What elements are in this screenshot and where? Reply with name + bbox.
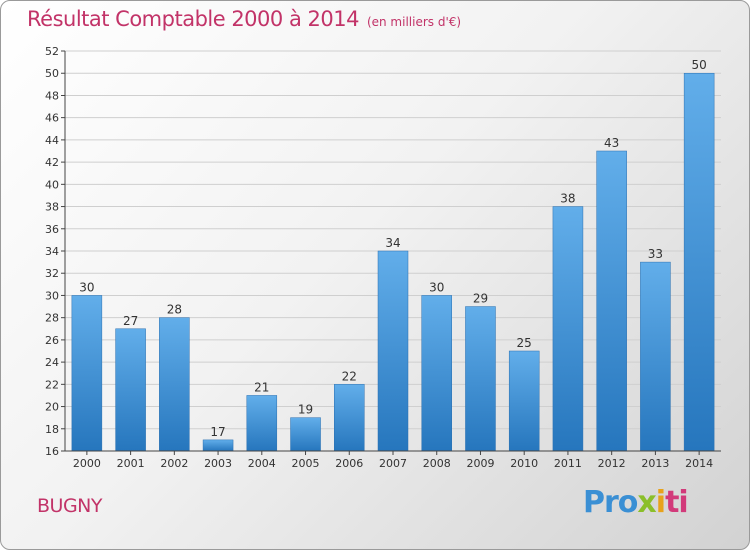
x-tick-label-2010: 2010 <box>510 457 538 470</box>
x-tick-label-2000: 2000 <box>73 457 101 470</box>
x-tick-label-2011: 2011 <box>554 457 582 470</box>
value-label-2012: 43 <box>604 136 619 150</box>
x-tick-label-2006: 2006 <box>335 457 363 470</box>
bar-2001 <box>115 328 146 452</box>
value-label-2001: 27 <box>123 314 138 328</box>
x-tick-label-2014: 2014 <box>685 457 713 470</box>
bar-2008 <box>421 295 452 452</box>
y-tick-label: 38 <box>45 201 59 214</box>
y-tick-label: 22 <box>45 378 59 391</box>
x-tick-label-2004: 2004 <box>248 457 276 470</box>
y-tick-label: 30 <box>45 289 59 302</box>
y-tick-label: 44 <box>45 134 59 147</box>
y-tick-label: 42 <box>45 156 59 169</box>
y-tick-label: 36 <box>45 223 59 236</box>
bar-2000 <box>71 295 103 452</box>
value-label-2013: 33 <box>648 247 663 261</box>
bar-2013 <box>640 261 671 452</box>
logo-part-3: i <box>655 485 666 520</box>
value-label-2008: 30 <box>429 280 444 294</box>
y-tick-label: 16 <box>45 445 59 458</box>
value-label-2011: 38 <box>560 192 575 206</box>
y-tick-label: 20 <box>45 401 59 414</box>
bar-2007 <box>377 250 409 452</box>
logo-part-4: ti <box>665 485 689 520</box>
x-tick-label-2007: 2007 <box>379 457 407 470</box>
value-label-2010: 25 <box>517 336 532 350</box>
logo-part-1: Pro <box>583 485 638 520</box>
value-label-2007: 34 <box>385 236 400 250</box>
bar-2010 <box>508 350 540 452</box>
bar-2014 <box>683 72 715 452</box>
bar-2011 <box>552 206 584 452</box>
value-label-2004: 21 <box>254 380 269 394</box>
logo-part-2: x <box>637 485 656 520</box>
value-label-2000: 30 <box>79 280 94 294</box>
proxiti-logo: Proxiti <box>583 485 689 520</box>
value-label-2009: 29 <box>473 292 488 306</box>
bar-2012 <box>596 150 627 452</box>
bars: 30 27 28 17 21 19 22 34 30 29 25 38 43 33 50 <box>71 58 715 452</box>
bar-2004 <box>246 395 278 452</box>
chart-title: Résultat Comptable 2000 à 2014 (en millie… <box>27 7 461 31</box>
y-tick-label: 32 <box>45 267 59 280</box>
value-label-2003: 17 <box>210 425 225 439</box>
y-tick-label: 48 <box>45 89 59 102</box>
y-tick-label: 52 <box>45 45 59 58</box>
bar-2002 <box>159 317 190 452</box>
y-tick-label: 28 <box>45 312 59 325</box>
y-axis-ticks: 16 18 20 22 24 26 28 30 32 34 36 38 40 42 44 46 48 50 52 <box>45 45 65 458</box>
bar-2006 <box>334 384 365 452</box>
y-tick-label: 24 <box>45 356 59 369</box>
x-axis-ticks: 2000 2001 2002 2003 2004 2005 2006 2007 2008 2009… <box>73 451 713 470</box>
bar-2003 <box>202 439 234 452</box>
x-tick-label-2003: 2003 <box>204 457 232 470</box>
bar-2009 <box>465 306 496 452</box>
bar-2005 <box>290 417 321 452</box>
x-tick-label-2001: 2001 <box>117 457 145 470</box>
chart-subtitle: (en milliers d'€) <box>366 15 462 29</box>
x-tick-label-2013: 2013 <box>641 457 669 470</box>
value-label-2006: 22 <box>342 369 357 383</box>
y-tick-label: 34 <box>45 245 59 258</box>
town-name: BUGNY <box>37 495 102 517</box>
x-tick-label-2008: 2008 <box>423 457 451 470</box>
y-tick-label: 18 <box>45 423 59 436</box>
y-tick-label: 26 <box>45 334 59 347</box>
y-tick-label: 46 <box>45 112 59 125</box>
x-tick-label-2002: 2002 <box>160 457 188 470</box>
value-label-2002: 28 <box>167 303 182 317</box>
chart-title-text: Résultat Comptable 2000 à 2014 <box>27 7 359 31</box>
value-label-2014: 50 <box>691 58 706 72</box>
x-tick-label-2009: 2009 <box>466 457 494 470</box>
x-tick-label-2012: 2012 <box>598 457 626 470</box>
y-tick-label: 40 <box>45 178 59 191</box>
value-label-2005: 19 <box>298 403 313 417</box>
y-tick-label: 50 <box>45 67 59 80</box>
x-tick-label-2005: 2005 <box>292 457 320 470</box>
